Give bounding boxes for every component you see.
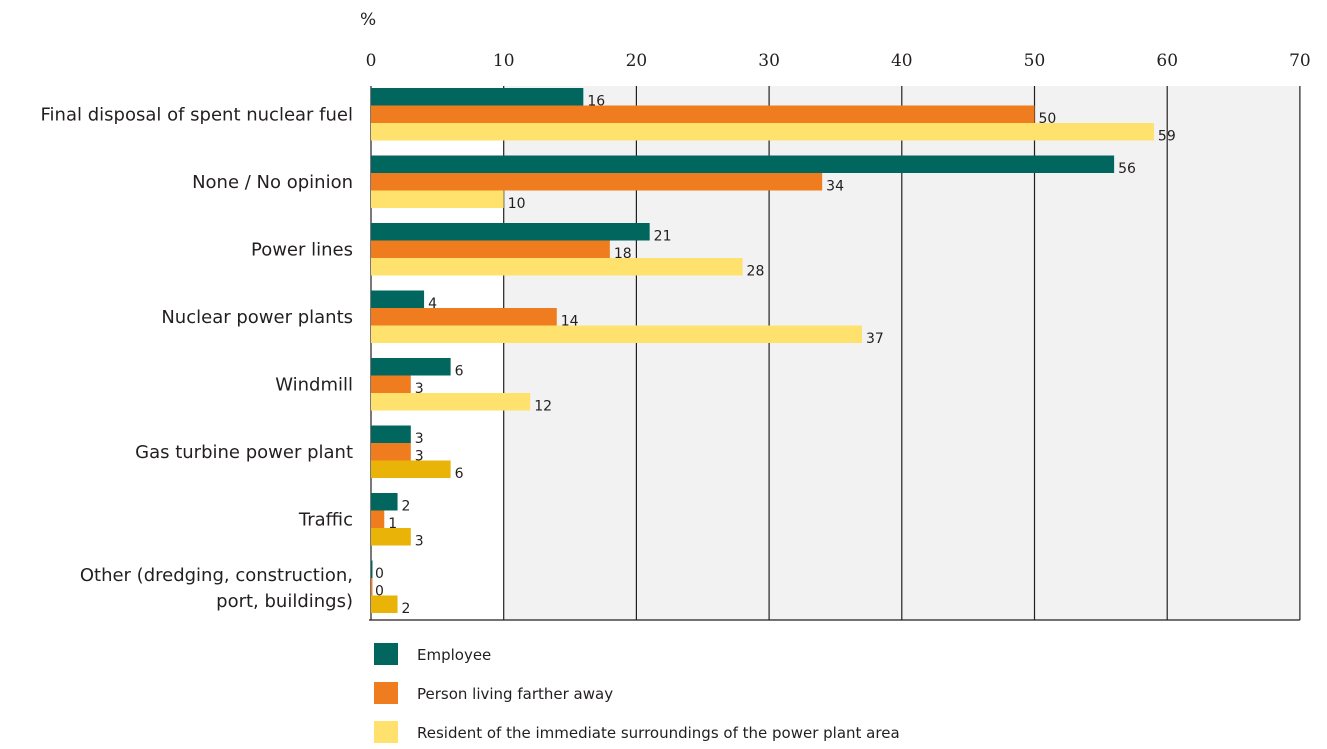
x-tick-label-50: 50 xyxy=(1024,51,1046,71)
category-label-3: Power lines xyxy=(251,239,353,260)
data-label-2-3: 18 xyxy=(614,246,632,262)
data-label-1-1: 16 xyxy=(587,94,605,110)
legend-swatch-2 xyxy=(374,682,398,704)
bar-1-2 xyxy=(371,155,1115,173)
legend-label-2: Person living farther away xyxy=(417,685,613,703)
category-label-2: None / No opinion xyxy=(192,172,353,193)
x-tick-label-20: 20 xyxy=(626,51,648,71)
bar-3-6 xyxy=(371,460,451,478)
bar-2-2 xyxy=(371,173,823,191)
data-label-3-6: 6 xyxy=(455,466,464,482)
bar-3-1 xyxy=(371,123,1154,141)
bar-3-5 xyxy=(371,393,531,411)
data-label-1-3: 21 xyxy=(654,229,672,245)
category-labels: Final disposal of spent nuclear fuel None… xyxy=(41,104,353,612)
x-tick-label-60: 60 xyxy=(1156,51,1178,71)
bar-2-4 xyxy=(371,308,557,326)
bar-3-2 xyxy=(371,190,504,208)
data-label-1-2: 56 xyxy=(1118,161,1136,177)
bar-2-8 xyxy=(371,578,373,596)
data-label-2-8: 0 xyxy=(375,584,384,600)
bar-1-5 xyxy=(371,358,451,376)
data-label-2-7: 1 xyxy=(388,516,397,532)
bar-2-3 xyxy=(371,240,610,258)
data-label-2-6: 3 xyxy=(415,449,424,465)
data-label-1-5: 6 xyxy=(455,364,464,380)
bar-3-8 xyxy=(371,595,398,613)
data-label-3-2: 10 xyxy=(508,196,526,212)
data-label-2-2: 34 xyxy=(826,179,844,195)
x-tick-label-70: 70 xyxy=(1289,51,1311,71)
data-label-2-5: 3 xyxy=(415,381,424,397)
gridlines xyxy=(369,86,1301,621)
bar-3-3 xyxy=(371,258,743,276)
data-label-1-6: 3 xyxy=(415,431,424,447)
bar-2-1 xyxy=(371,105,1035,123)
data-label-3-1: 59 xyxy=(1158,129,1176,145)
legend-label-1: Employee xyxy=(417,646,491,664)
x-axis-ticks: 0 10 20 30 40 50 60 70 xyxy=(366,51,1311,71)
category-label-6: Gas turbine power plant xyxy=(135,442,353,463)
bar-2-5 xyxy=(371,375,411,393)
data-label-2-1: 50 xyxy=(1039,111,1057,127)
legend-swatch-1 xyxy=(374,643,398,665)
bar-2-7 xyxy=(371,510,385,528)
category-label-8: Other (dredging, construction, port, buil… xyxy=(80,565,353,612)
category-label-5: Windmill xyxy=(275,374,353,395)
axis-unit-label: % xyxy=(360,10,376,30)
x-tick-label-30: 30 xyxy=(758,51,780,71)
x-tick-label-0: 0 xyxy=(366,51,377,71)
bar-3-4 xyxy=(371,325,862,343)
data-label-3-3: 28 xyxy=(747,264,765,280)
bar-3-7 xyxy=(371,528,411,546)
bar-1-4 xyxy=(371,290,425,308)
bar-1-3 xyxy=(371,223,650,241)
bar-2-6 xyxy=(371,443,411,461)
legend: Employee Person living farther away Reside… xyxy=(374,643,900,743)
bar-1-8 xyxy=(371,560,373,578)
category-label-4: Nuclear power plants xyxy=(161,307,353,328)
bars xyxy=(371,88,1154,613)
category-label-1: Final disposal of spent nuclear fuel xyxy=(41,104,353,125)
data-label-3-8: 2 xyxy=(402,601,411,617)
data-label-3-4: 37 xyxy=(866,331,884,347)
data-label-3-7: 3 xyxy=(415,534,424,550)
bar-1-6 xyxy=(371,425,411,443)
legend-label-3: Resident of the immediate surroundings o… xyxy=(417,724,900,742)
bar-1-7 xyxy=(371,493,398,511)
data-label-1-4: 4 xyxy=(428,296,437,312)
legend-swatch-3 xyxy=(374,721,398,743)
x-tick-label-10: 10 xyxy=(493,51,515,71)
data-label-2-4: 14 xyxy=(561,314,579,330)
data-label-1-7: 2 xyxy=(402,499,411,515)
x-tick-label-40: 40 xyxy=(891,51,913,71)
bar-1-1 xyxy=(371,88,584,106)
category-label-7: Traffic xyxy=(298,509,353,530)
data-label-3-5: 12 xyxy=(534,399,552,415)
data-label-1-8: 0 xyxy=(375,566,384,582)
